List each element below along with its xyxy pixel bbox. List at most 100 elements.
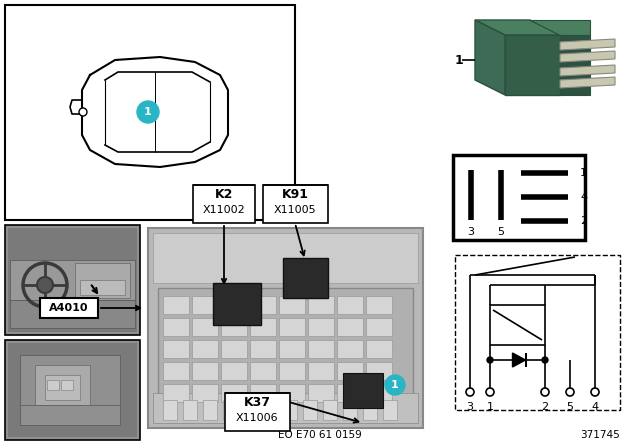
Bar [148, 228, 423, 428]
Bar [283, 400, 297, 420]
Bar [20, 355, 120, 425]
Bar [192, 318, 218, 336]
Bar [455, 255, 620, 410]
Bar [279, 318, 305, 336]
Text: 1: 1 [580, 168, 587, 178]
Bar [75, 263, 130, 298]
Bar [221, 340, 247, 358]
Text: K91: K91 [282, 189, 308, 202]
Bar [343, 400, 357, 420]
Bar [80, 280, 125, 295]
Polygon shape [530, 20, 590, 35]
Text: X11006: X11006 [236, 413, 278, 423]
Bar [283, 258, 328, 298]
Bar [203, 400, 217, 420]
Text: 4: 4 [580, 192, 587, 202]
Bar [221, 318, 247, 336]
Bar [337, 362, 363, 380]
Circle shape [542, 357, 548, 363]
Bar [163, 400, 177, 420]
Bar [363, 400, 377, 420]
Text: 1: 1 [455, 53, 464, 66]
Circle shape [487, 357, 493, 363]
Bar [223, 400, 237, 420]
Bar [308, 318, 334, 336]
Circle shape [137, 101, 159, 123]
Bar [221, 384, 247, 402]
Bar [192, 296, 218, 314]
Bar [213, 283, 261, 325]
Bar [250, 362, 276, 380]
Bar [337, 318, 363, 336]
Bar [243, 400, 257, 420]
Bar [35, 365, 90, 405]
Text: A4010: A4010 [49, 303, 89, 313]
Bar [323, 400, 337, 420]
Bar [263, 185, 328, 223]
Bar [225, 393, 290, 431]
Text: 5: 5 [497, 227, 504, 237]
Bar [250, 340, 276, 358]
Bar [366, 362, 392, 380]
Polygon shape [475, 20, 505, 95]
Bar [279, 384, 305, 402]
Bar [279, 340, 305, 358]
Bar [366, 384, 392, 402]
Bar [337, 340, 363, 358]
Bar [192, 362, 218, 380]
Text: 2: 2 [541, 402, 548, 412]
Circle shape [37, 277, 53, 293]
Polygon shape [560, 77, 615, 88]
Text: 371745: 371745 [580, 430, 620, 440]
Bar [183, 400, 197, 420]
Text: 1: 1 [144, 107, 152, 117]
Circle shape [541, 388, 549, 396]
Bar [279, 362, 305, 380]
Bar [250, 384, 276, 402]
Bar [163, 340, 189, 358]
Bar [366, 340, 392, 358]
Polygon shape [560, 65, 615, 76]
Polygon shape [560, 35, 590, 95]
Text: X11002: X11002 [203, 205, 245, 215]
Bar [303, 400, 317, 420]
Circle shape [566, 388, 574, 396]
Bar [61, 380, 73, 390]
Bar [5, 5, 295, 220]
Bar [47, 380, 59, 390]
Bar [383, 400, 397, 420]
Bar [263, 400, 277, 420]
Polygon shape [560, 39, 615, 50]
Bar [8, 343, 137, 437]
Text: 4: 4 [591, 402, 598, 412]
Bar [153, 393, 418, 423]
Polygon shape [513, 353, 525, 367]
Bar [337, 296, 363, 314]
Circle shape [486, 388, 494, 396]
Bar [10, 260, 135, 300]
Polygon shape [560, 51, 615, 62]
Bar [8, 228, 137, 332]
Bar [490, 305, 545, 345]
Text: K2: K2 [215, 189, 233, 202]
Bar [279, 296, 305, 314]
Bar [10, 300, 135, 328]
Bar [221, 296, 247, 314]
Bar [163, 318, 189, 336]
Bar [45, 375, 80, 400]
Bar [163, 384, 189, 402]
Bar [5, 225, 140, 335]
Bar [163, 362, 189, 380]
Text: 1: 1 [486, 402, 493, 412]
Circle shape [79, 108, 87, 116]
Bar [221, 362, 247, 380]
Bar [453, 155, 585, 240]
Bar [192, 384, 218, 402]
Circle shape [591, 388, 599, 396]
Text: 5: 5 [566, 402, 573, 412]
Circle shape [466, 388, 474, 396]
Bar [158, 288, 413, 413]
Bar [40, 298, 98, 318]
Bar [366, 318, 392, 336]
Bar [308, 384, 334, 402]
